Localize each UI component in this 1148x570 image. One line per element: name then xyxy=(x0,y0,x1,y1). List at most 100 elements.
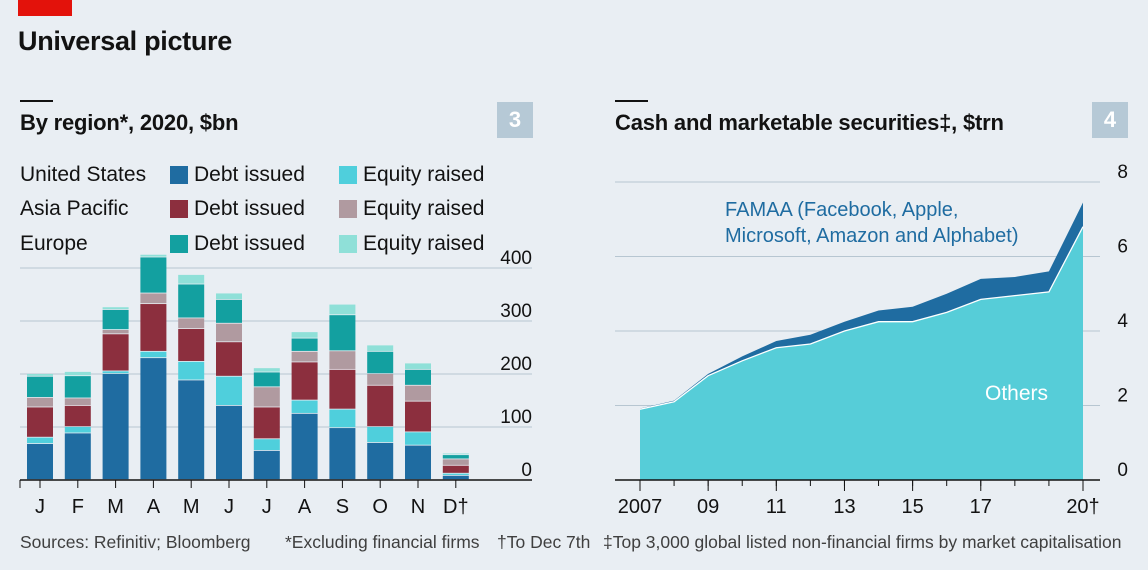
bar-segment xyxy=(140,304,167,351)
bar-segment xyxy=(64,398,91,405)
legend-eu-equity: Equity raised xyxy=(363,232,485,255)
bar-segment xyxy=(178,380,205,480)
bar-segment xyxy=(442,465,469,473)
legend-us-debt: Debt issued xyxy=(194,163,305,186)
footer-sources: Sources: Refinitiv; Bloomberg xyxy=(20,532,251,552)
bar-segment xyxy=(27,407,53,437)
x-tick-label: A xyxy=(298,496,312,518)
bar-segment xyxy=(367,427,394,443)
panel4-rule xyxy=(615,100,648,102)
legend-swatch-ap-debt xyxy=(170,200,188,218)
bar-segment xyxy=(64,371,91,376)
area-separator-line xyxy=(639,226,1084,410)
bar-segment xyxy=(140,257,167,293)
x-tick-label: A xyxy=(147,496,161,518)
x-tick-label: F xyxy=(72,496,84,518)
bar-segment xyxy=(329,428,356,480)
bar-segment xyxy=(253,368,280,372)
bar-segment xyxy=(253,450,280,480)
x-tick-label: O xyxy=(372,496,388,518)
brand-red-bar xyxy=(18,0,72,16)
bar-segment xyxy=(64,405,91,427)
bar-segment xyxy=(405,445,431,480)
bar-segment xyxy=(140,351,167,358)
bar-segment xyxy=(329,304,356,315)
bar-segment xyxy=(27,374,53,376)
y-tick-label: 400 xyxy=(500,248,532,269)
x-tick-label: M xyxy=(183,496,200,518)
x-tick-label: 11 xyxy=(766,496,787,518)
y-tick-label: 2 xyxy=(1117,386,1128,407)
annotation-others: Others xyxy=(985,382,1048,405)
bar-segment xyxy=(216,376,242,405)
bar-segment xyxy=(253,372,280,387)
footer-note-dec7: †To Dec 7th xyxy=(497,532,591,552)
legend-swatch-us-equity xyxy=(339,166,357,184)
bar-segment xyxy=(367,351,394,374)
x-tick-label: 13 xyxy=(833,496,855,518)
legend-region-ap: Asia Pacific xyxy=(20,197,129,220)
bar-segment xyxy=(178,328,205,362)
x-tick-label: J xyxy=(35,496,45,518)
bar-segment xyxy=(27,437,53,444)
bar-segment xyxy=(405,401,431,432)
legend-swatch-eu-debt xyxy=(170,235,188,253)
bar-segment xyxy=(216,405,242,480)
bar-segment xyxy=(216,323,242,342)
bar-segment xyxy=(27,443,53,480)
legend-swatch-ap-equity xyxy=(339,200,357,218)
bar-segment xyxy=(442,455,469,459)
bar-segment xyxy=(102,330,129,334)
x-tick-label: M xyxy=(107,496,124,518)
y-tick-label: 0 xyxy=(1117,460,1128,481)
bar-segment xyxy=(405,385,431,401)
bar-segment xyxy=(102,374,129,480)
legend-eu-debt: Debt issued xyxy=(194,232,305,255)
bar-segment xyxy=(102,371,129,374)
annotation-famaa-line2: Microsoft, Amazon and Alphabet) xyxy=(725,225,1019,247)
legend-swatch-eu-equity xyxy=(339,235,357,253)
x-tick-label: 15 xyxy=(901,496,923,518)
bar-segment xyxy=(178,318,205,329)
bar-segment xyxy=(178,274,205,284)
bar-segment xyxy=(216,299,242,323)
bar-segment xyxy=(140,254,167,257)
bar-segment xyxy=(291,332,318,338)
bar-segment xyxy=(442,459,469,465)
bar-segment xyxy=(64,433,91,480)
bar-segment xyxy=(216,342,242,376)
bar-segment xyxy=(178,361,205,380)
x-tick-label: J xyxy=(262,496,272,518)
legend-region-us: United States xyxy=(20,163,147,186)
bar-segment xyxy=(329,315,356,351)
bar-segment xyxy=(442,453,469,455)
x-tick-label: S xyxy=(336,496,349,518)
panel3-rule xyxy=(20,100,53,102)
bar-segment xyxy=(405,432,431,445)
bar-segment xyxy=(178,284,205,318)
annotation-famaa-line1: FAMAA (Facebook, Apple, xyxy=(725,199,958,221)
bar-segment xyxy=(405,363,431,369)
bar-segment xyxy=(102,307,129,310)
page-title: Universal picture xyxy=(18,26,232,56)
bar-segment xyxy=(329,351,356,369)
bar-segment xyxy=(102,309,129,330)
y-tick-label: 6 xyxy=(1117,237,1128,258)
bar-segment xyxy=(216,293,242,299)
bar-segment xyxy=(140,358,167,480)
bar-segment xyxy=(64,427,91,433)
x-tick-label: 20† xyxy=(1066,496,1099,518)
bar-segment xyxy=(140,293,167,304)
x-tick-label: D† xyxy=(443,496,469,518)
footer-note-top3000: ‡Top 3,000 global listed non-financial f… xyxy=(603,532,1122,552)
bar-segment xyxy=(329,369,356,409)
bar-segment xyxy=(291,338,318,351)
bar-segment xyxy=(291,362,318,400)
bar-segment xyxy=(253,439,280,451)
legend-region-eu: Europe xyxy=(20,232,88,255)
legend-ap-equity: Equity raised xyxy=(363,197,485,220)
legend-ap-debt: Debt issued xyxy=(194,197,305,220)
x-tick-label: J xyxy=(224,496,234,518)
